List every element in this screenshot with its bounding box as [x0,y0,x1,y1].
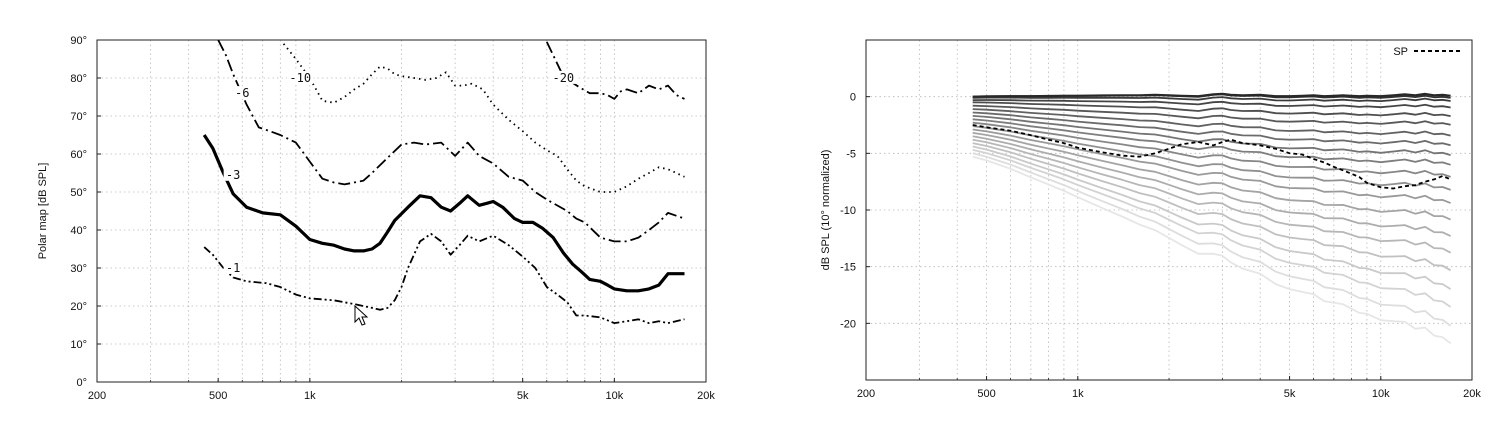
family-curve-13 [973,133,1451,220]
normalized-spl-chart: 200 500 1k 5k 10k 20k 0 -5 -10 -15 -20 dB SPL (10° … [820,40,1481,400]
legend-label-sp: SP [1393,46,1408,58]
polar-y-tick-label: 90° [70,35,87,47]
polar-x-tick-label: 500 [209,390,227,402]
polar-y-tick-label: 60° [70,149,87,161]
family-curve-0 [973,94,1451,97]
spl-x-tick-label: 10k [1372,388,1390,400]
spl-x-tick-label: 20k [1463,388,1481,400]
polar-series-group [204,40,684,323]
legend: SP [1393,46,1460,58]
polar-y-tick-label: 20° [70,301,87,313]
contour-label-minus1: -1 [226,261,240,275]
polar-y-tick-label: 0° [76,377,87,389]
polar-y-tick-label: 80° [70,73,87,85]
family-curve-17 [973,147,1451,290]
spl-y-tick-label: 0 [850,92,856,104]
spl-y-tick-label: -10 [840,205,856,217]
contour-label-minus6: -6 [235,86,249,100]
contour-line-minus10 [284,44,685,192]
spl-x-tick-label: 1k [1072,388,1084,400]
spl-x-tick-label: 200 [857,388,875,400]
contour-line-minus3 [204,135,684,291]
spl-x-tick-label: 5k [1284,388,1296,400]
spl-y-tick-label: -5 [846,148,856,160]
contour-label-minus10: -10 [289,71,311,85]
polar-y-tick-label: 70° [70,111,87,123]
spl-y-axis-label: dB SPL (10° normalized) [820,150,832,271]
contour-label-minus20: -20 [552,71,574,85]
normalized-family-group [973,94,1451,344]
contour-label-minus3: -3 [226,168,240,182]
contour-line-minus1 [204,234,684,323]
polar-x-tick-label: 10k [605,390,623,402]
family-curve-19 [973,153,1451,325]
polar-x-tick-label: 20k [697,390,715,402]
polar-map-chart: 200 500 1k 5k 10k 20k 0° 10° 20° 30° 40° 50° 60° 70° 8… [37,35,715,402]
polar-y-tick-label: 40° [70,225,87,237]
polar-y-tick-label: 30° [70,263,87,275]
spl-y-tick-label: -20 [840,318,856,330]
polar-x-tick-label: 1k [304,390,316,402]
polar-y-tick-label: 10° [70,339,87,351]
mouse-cursor-icon [355,306,367,325]
polar-y-axis-label: Polar map [dB SPL] [37,163,49,260]
family-curve-8 [973,116,1451,155]
polar-y-tick-label: 50° [70,187,87,199]
spl-y-tick-label: -15 [840,262,856,274]
polar-x-tick-label: 200 [88,390,106,402]
spl-x-tick-label: 500 [977,388,995,400]
polar-x-tick-label: 5k [517,390,529,402]
